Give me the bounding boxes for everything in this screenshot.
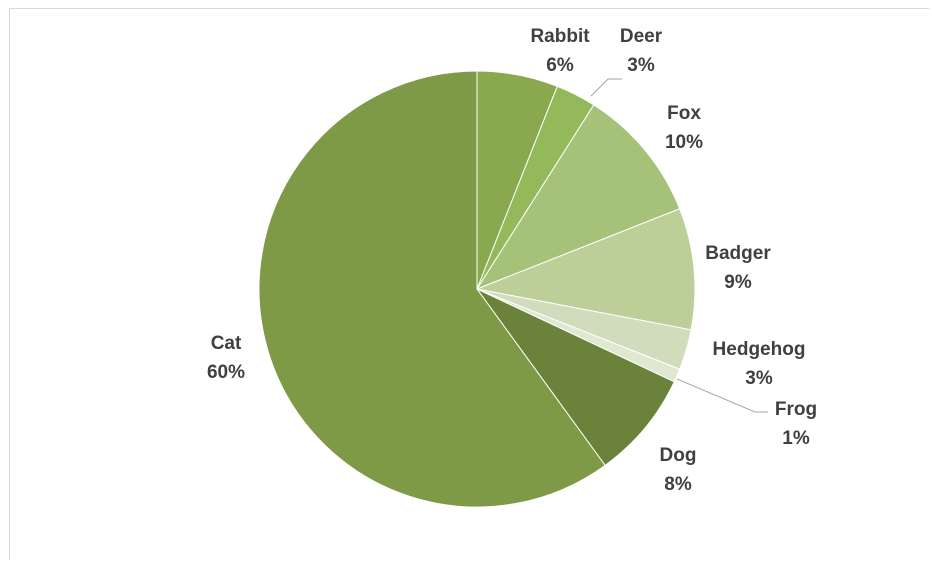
slice-label-cat: Cat 60% bbox=[207, 333, 245, 383]
pie-slices bbox=[258, 70, 696, 508]
slice-category-label: Rabbit bbox=[530, 26, 590, 47]
pie-slice-dog bbox=[476, 288, 675, 467]
leader-line-frog bbox=[676, 378, 768, 413]
slice-label-deer: Deer 3% bbox=[620, 26, 663, 76]
slice-percent-label: 9% bbox=[724, 272, 752, 293]
slice-label-dog: Dog 8% bbox=[660, 445, 697, 495]
slice-label-fox: Fox 10% bbox=[665, 103, 703, 153]
chart-area: Rabbit 6% Deer 3% Fox 10% Badger 9% Hedgehog 3% Fr… bbox=[9, 8, 929, 560]
slice-percent-label: 10% bbox=[665, 132, 703, 153]
slice-category-label: Badger bbox=[705, 243, 771, 264]
slice-category-label: Cat bbox=[211, 333, 242, 354]
slice-category-label: Dog bbox=[660, 445, 697, 466]
pie-slice-fox bbox=[475, 104, 681, 291]
slice-category-label: Fox bbox=[667, 103, 701, 124]
slice-category-label: Frog bbox=[775, 399, 817, 420]
pie-slice-cat bbox=[258, 70, 606, 508]
leader-lines bbox=[590, 78, 768, 413]
slice-percent-label: 1% bbox=[782, 428, 810, 449]
slice-label-badger: Badger 9% bbox=[705, 243, 771, 293]
pie-slice-badger bbox=[475, 208, 696, 331]
slice-percent-label: 6% bbox=[546, 55, 574, 76]
slice-label-hedgehog: Hedgehog 3% bbox=[713, 339, 806, 389]
slice-percent-label: 60% bbox=[207, 362, 245, 383]
pie-chart: Rabbit 6%Deer 3%Fox 10%Badger 9%Hedgehog 3%Fr… bbox=[207, 26, 817, 508]
slice-label-rabbit: Rabbit 6% bbox=[530, 26, 590, 76]
slice-labels: Rabbit 6%Deer 3%Fox 10%Badger 9%Hedgehog 3%Fr… bbox=[207, 26, 817, 495]
leader-line-deer bbox=[590, 78, 622, 97]
slice-label-frog: Frog 1% bbox=[775, 399, 817, 449]
slice-percent-label: 3% bbox=[745, 368, 773, 389]
slice-category-label: Hedgehog bbox=[713, 339, 806, 360]
slice-percent-label: 8% bbox=[664, 474, 692, 495]
slice-category-label: Deer bbox=[620, 26, 663, 47]
slice-percent-label: 3% bbox=[627, 55, 655, 76]
